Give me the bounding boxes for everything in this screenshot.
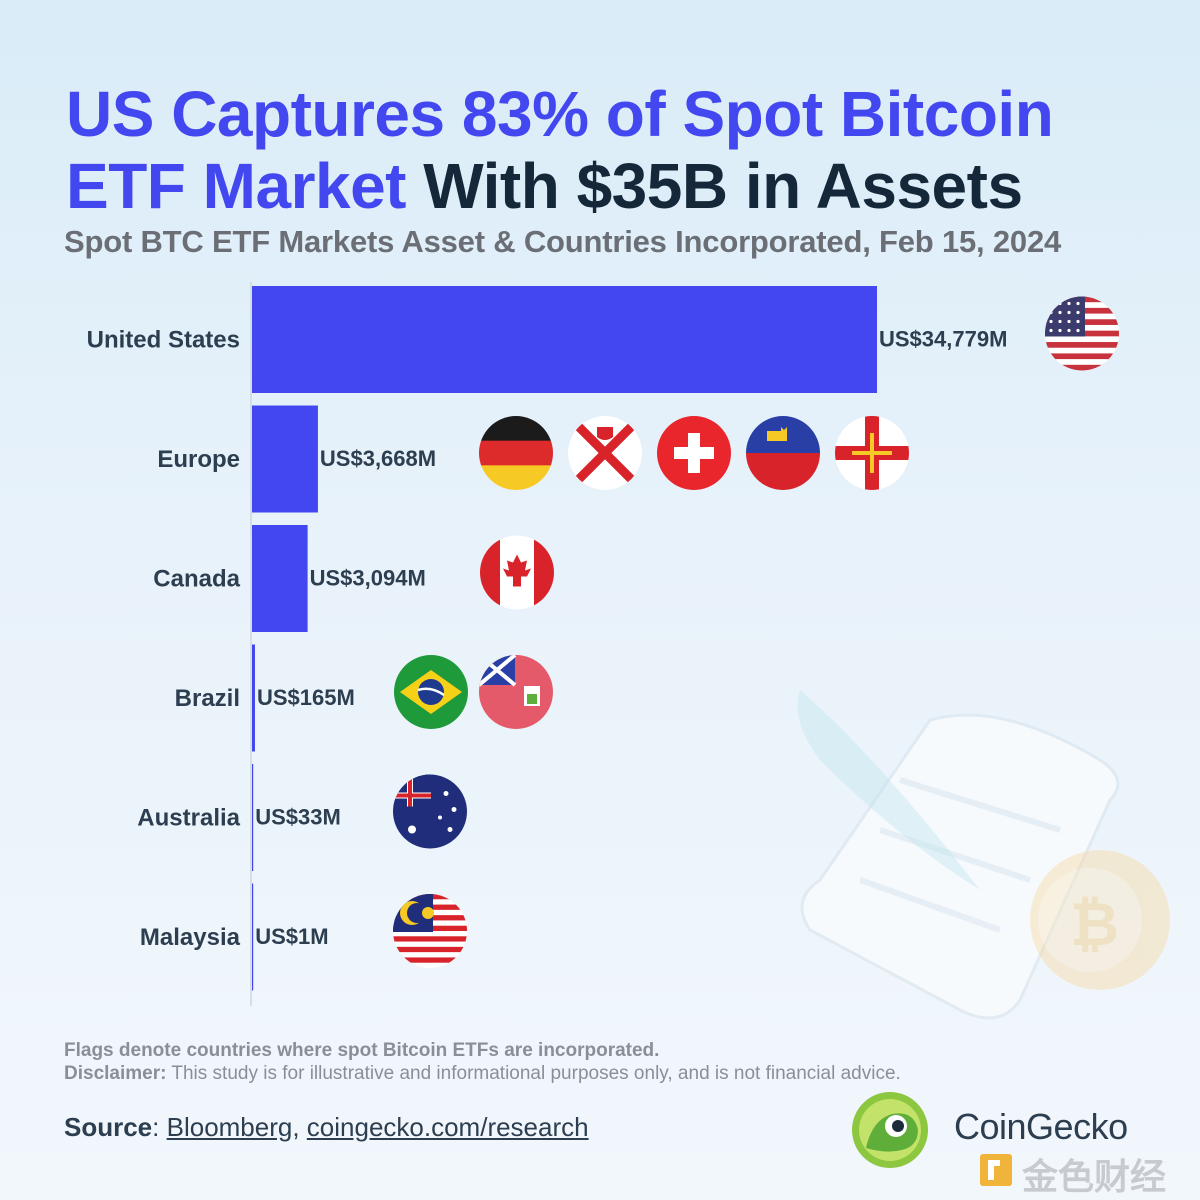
source-label: Source — [64, 1112, 153, 1142]
title-highlight-1: US Captures 83% of Spot Bitcoin — [66, 78, 1054, 150]
gecko-icon — [852, 1092, 928, 1168]
bermuda-flag-icon — [479, 655, 553, 729]
brand-name: CoinGecko — [954, 1106, 1128, 1147]
source-sep: : — [152, 1112, 167, 1142]
value-label: US$33M — [255, 805, 341, 830]
bar-brazil — [252, 644, 255, 752]
title-highlight-2: ETF Market — [66, 150, 406, 222]
coingecko-logo — [852, 1092, 928, 1168]
source-comma: , — [292, 1112, 307, 1142]
title-dark: With $35B in Assets — [405, 150, 1023, 222]
category-label: Canada — [153, 566, 240, 593]
bar-malaysia — [252, 883, 254, 991]
feather-illustration — [797, 690, 980, 890]
bitcoin-coin-illustration: ₿ — [1030, 850, 1170, 990]
svg-text:₿: ₿ — [1070, 890, 1119, 960]
value-label: US$34,779M — [879, 327, 1007, 352]
disclaimer-text: This study is for illustrative and infor… — [166, 1063, 901, 1084]
chart-title: US Captures 83% of Spot Bitcoin ETF Mark… — [66, 78, 1166, 222]
category-label: Malaysia — [140, 924, 241, 951]
disclaimer-label: Disclaimer: — [64, 1063, 167, 1084]
value-label: US$3,094M — [310, 566, 426, 591]
value-label: US$1M — [255, 924, 328, 949]
liechtenstein-flag-icon — [746, 416, 820, 490]
bar-united-states — [252, 286, 877, 393]
switzerland-flag-icon — [657, 416, 731, 490]
brazil-flag-icon — [394, 655, 468, 729]
jersey-flag-icon — [568, 416, 642, 490]
value-label: US$165M — [257, 685, 355, 710]
chart-subtitle: Spot BTC ETF Markets Asset & Countries I… — [64, 224, 1062, 259]
bar-canada — [252, 525, 308, 632]
watermark-icon — [980, 1154, 1012, 1186]
value-label: US$3,668M — [320, 446, 436, 471]
disclaimer: Disclaimer: This study is for illustrati… — [64, 1062, 901, 1085]
source-link-coingecko[interactable]: coingecko.com/research — [306, 1112, 589, 1142]
malaysia-flag-icon — [393, 894, 467, 968]
source-line: Source: Bloomberg, coingecko.com/researc… — [64, 1112, 589, 1143]
germany-flag-icon — [479, 416, 553, 490]
category-label: United States — [87, 327, 240, 354]
scroll-illustration — [800, 713, 1120, 1020]
footnote: Flags denote countries where spot Bitcoi… — [64, 1039, 901, 1085]
bar-europe — [252, 405, 318, 513]
category-label: Australia — [137, 805, 240, 832]
category-label: Brazil — [175, 685, 240, 712]
guernsey-flag-icon — [835, 416, 909, 490]
source-link-bloomberg[interactable]: Bloomberg — [166, 1112, 293, 1142]
category-label: Europe — [157, 446, 240, 473]
bar-australia — [252, 764, 254, 871]
watermark-text: 金色财经 — [1022, 1156, 1167, 1197]
australia-flag-icon — [393, 774, 467, 849]
canada-flag-icon — [480, 535, 554, 610]
flags-note: Flags denote countries where spot Bitcoi… — [64, 1040, 660, 1061]
united-states-flag-icon — [1045, 296, 1119, 371]
